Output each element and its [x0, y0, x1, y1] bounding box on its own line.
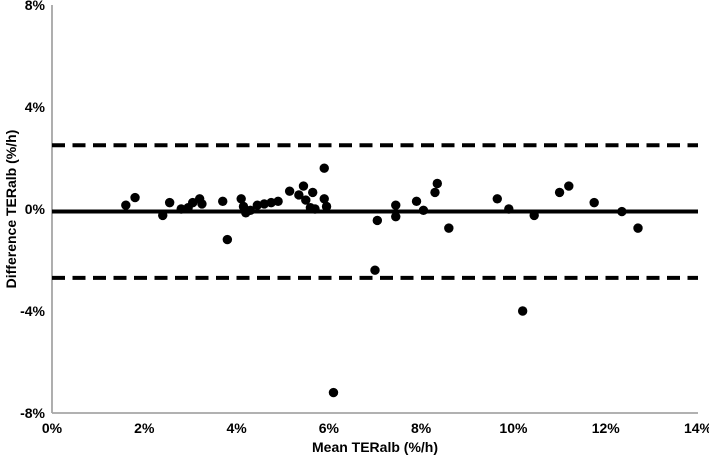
- y-tick-label: 4%: [25, 99, 46, 115]
- data-point: [164, 197, 175, 208]
- x-tick-label: 14%: [684, 420, 709, 436]
- y-tick-label: 8%: [25, 0, 46, 13]
- data-point: [284, 186, 295, 196]
- x-tick-label: 12%: [592, 420, 621, 436]
- x-tick-label: 0%: [42, 420, 63, 436]
- data-point: [130, 192, 140, 203]
- data-point: [529, 210, 539, 221]
- data-point: [391, 200, 401, 210]
- data-point: [188, 197, 198, 208]
- data-point: [492, 194, 502, 204]
- data-point: [298, 181, 309, 191]
- data-point: [222, 234, 233, 245]
- x-tick-label: 2%: [134, 420, 155, 436]
- data-point: [430, 187, 440, 198]
- data-point: [391, 211, 401, 222]
- data-point: [517, 306, 528, 316]
- x-tick-label: 4%: [226, 420, 247, 436]
- data-point: [218, 196, 228, 207]
- data-point: [328, 387, 339, 398]
- data-point: [310, 204, 320, 214]
- y-axis-title: Difference TERalb (%/h): [3, 129, 19, 289]
- data-point: [319, 194, 329, 204]
- data-point: [504, 204, 514, 214]
- y-tick-label: 0%: [25, 201, 46, 217]
- data-point: [564, 181, 574, 191]
- data-point: [245, 205, 256, 215]
- data-point: [301, 195, 311, 205]
- data-point: [372, 215, 383, 226]
- data-point: [411, 196, 422, 207]
- data-point: [633, 223, 643, 233]
- data-point: [444, 223, 454, 233]
- data-point: [589, 197, 599, 208]
- y-tick-label: -8%: [20, 405, 45, 421]
- data-point: [321, 201, 332, 212]
- data-point: [158, 210, 168, 221]
- data-point: [273, 196, 283, 207]
- data-point: [554, 187, 565, 198]
- y-tick-label: -4%: [20, 303, 45, 319]
- data-point: [294, 190, 304, 200]
- data-point: [617, 206, 627, 217]
- data-point: [319, 163, 329, 173]
- data-point: [308, 187, 318, 198]
- x-tick-label: 10%: [499, 420, 528, 436]
- x-tick-label: 8%: [411, 420, 432, 436]
- data-point: [121, 200, 131, 210]
- data-point: [197, 199, 207, 209]
- data-point: [432, 178, 442, 189]
- data-point: [236, 194, 246, 204]
- x-axis-title: Mean TERalb (%/h): [311, 439, 439, 455]
- data-point: [370, 265, 380, 275]
- data-point: [418, 205, 429, 215]
- x-tick-label: 6%: [319, 420, 340, 436]
